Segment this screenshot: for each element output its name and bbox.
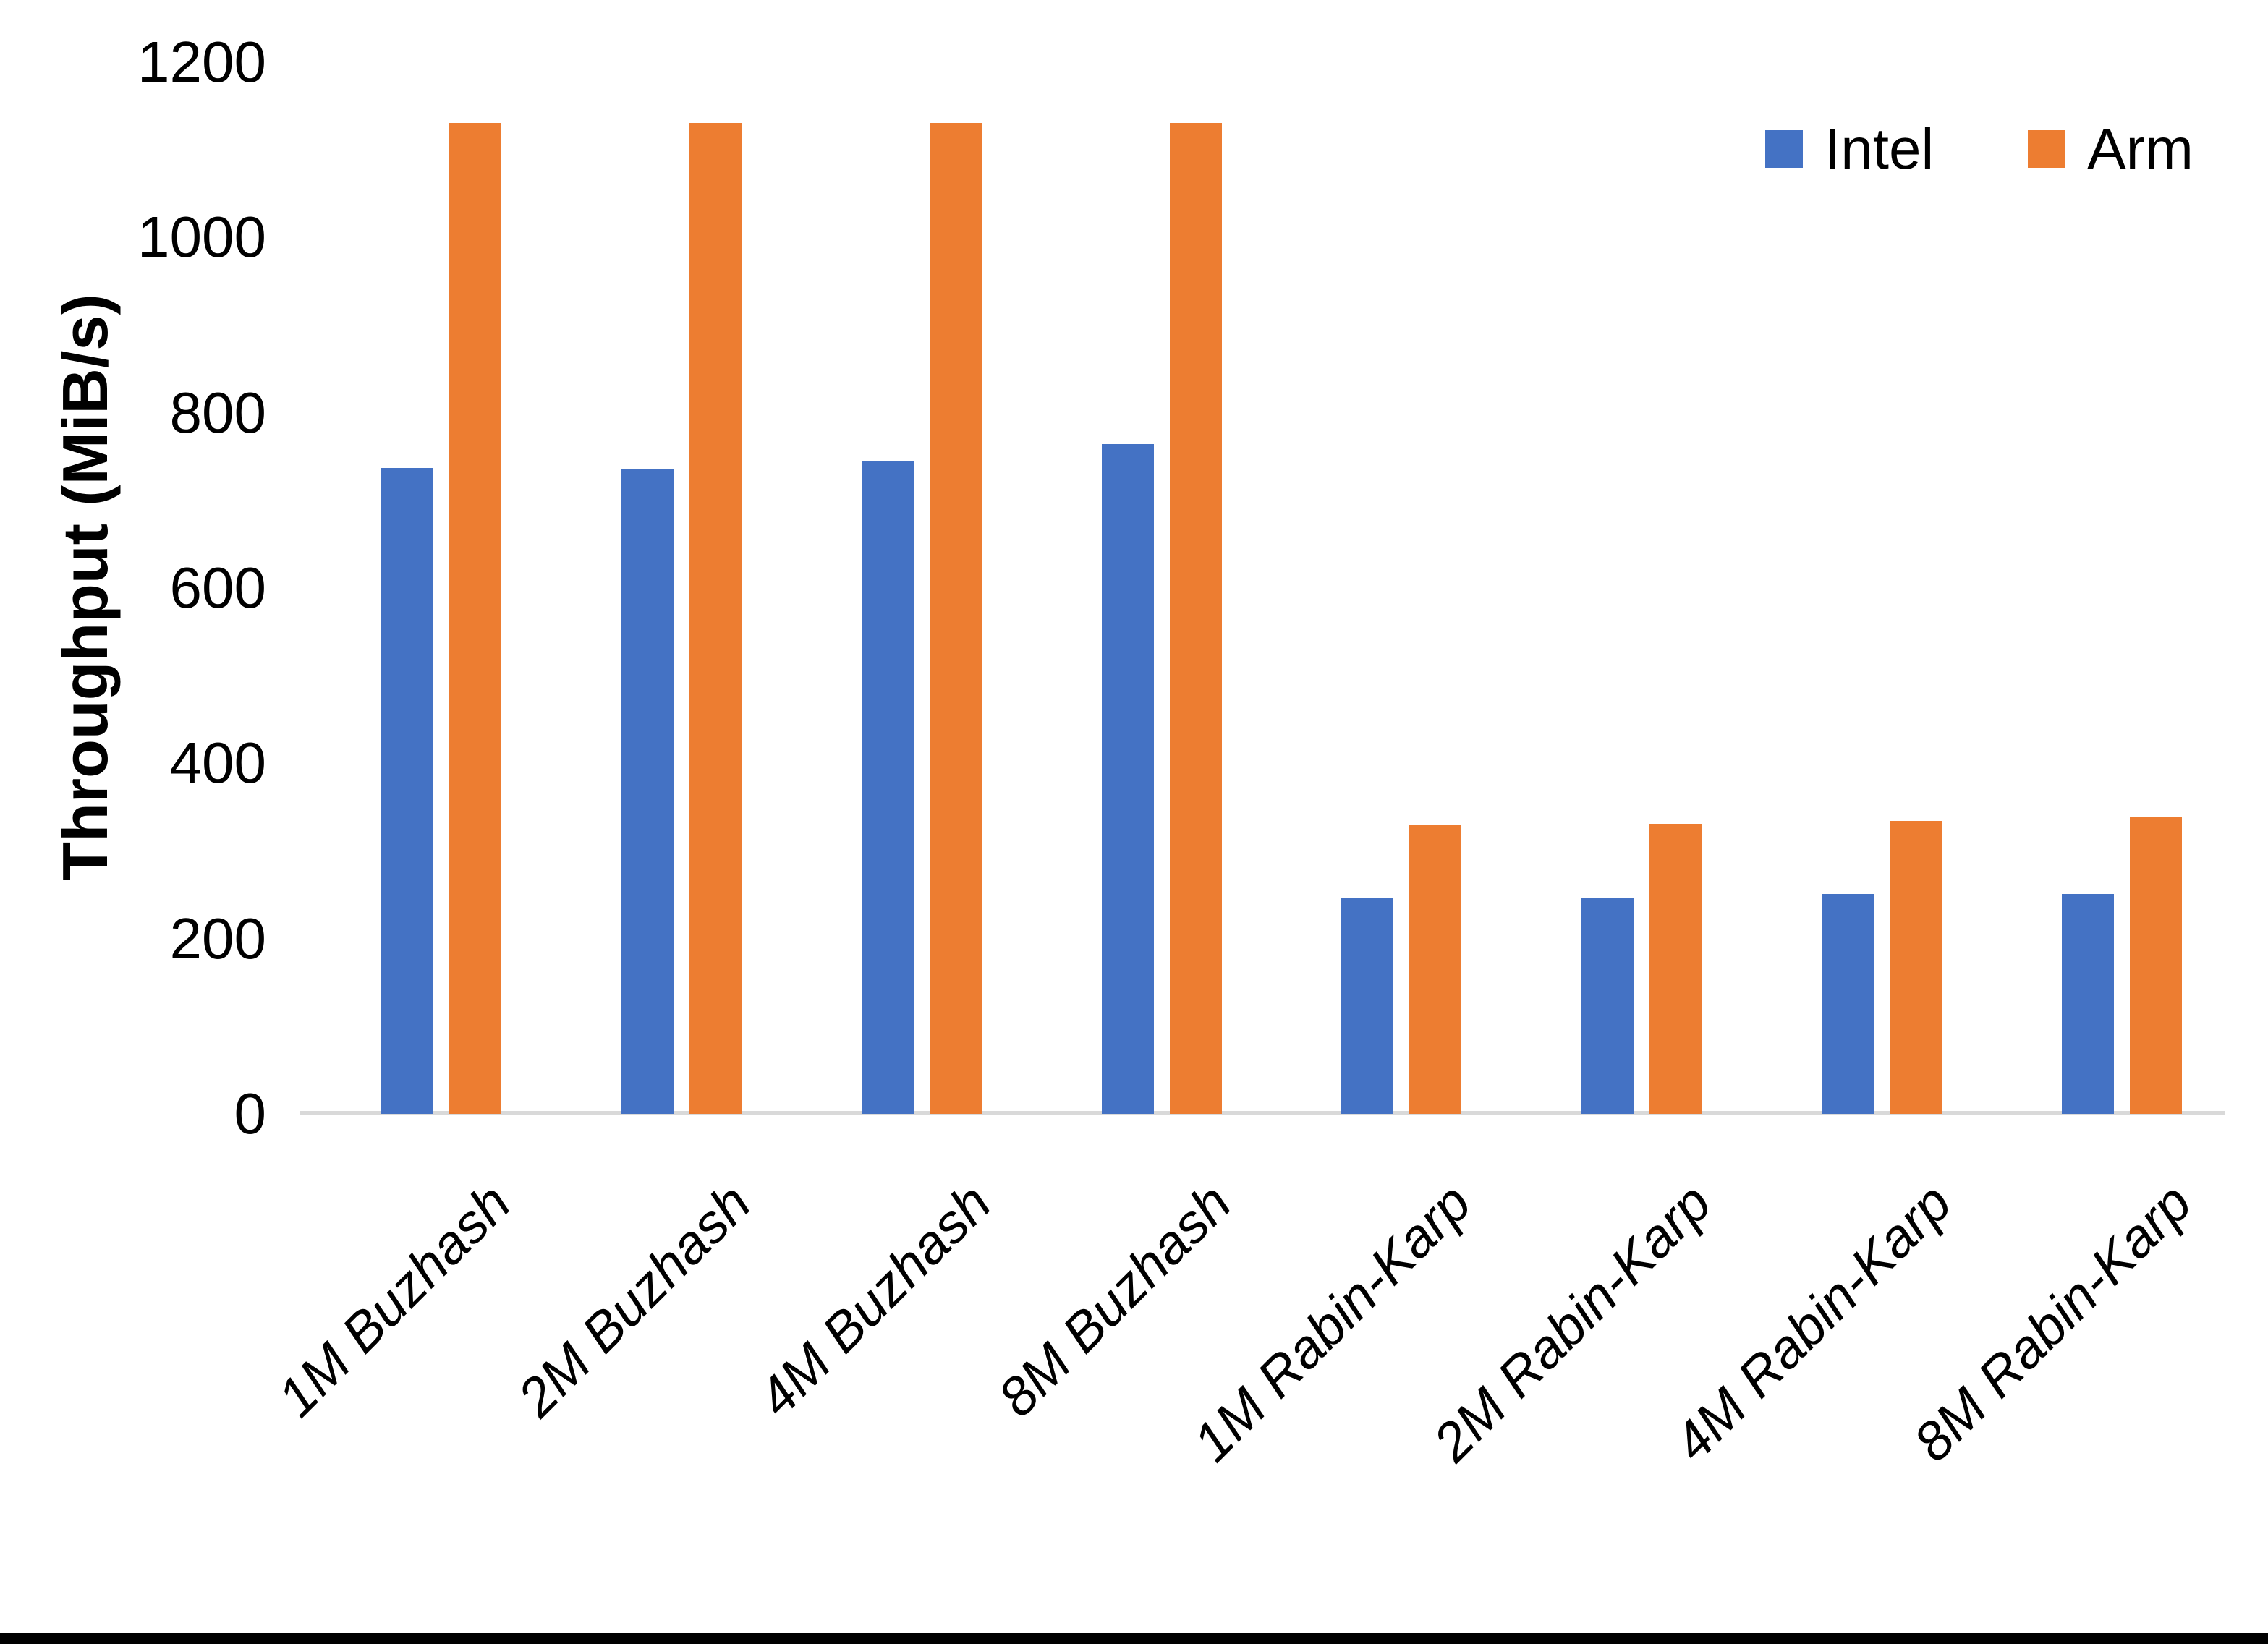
y-tick-label-400: 400 (169, 731, 266, 796)
legend-label-arm: Arm (2087, 116, 2193, 181)
y-tick-label-1000: 1000 (137, 205, 266, 270)
bar-arm-4m-buzhash (929, 122, 982, 1114)
y-tick-label-200: 200 (169, 906, 266, 971)
bar-arm-2m-buzhash (689, 122, 742, 1114)
x-axis-label-2m-buzhash: 2M Buzhash (506, 1172, 763, 1428)
bar-arm-1m-buzhash (449, 122, 501, 1114)
x-axis-label-8m-buzhash: 8M Buzhash (985, 1172, 1243, 1428)
y-tick-label-600: 600 (169, 555, 266, 620)
legend-swatch-arm (2028, 130, 2066, 168)
bar-arm-2m-rabin-karp (1649, 823, 1702, 1114)
bottom-border (0, 1633, 2268, 1644)
bar-intel-1m-rabin-karp (1341, 897, 1394, 1114)
legend-label-intel: Intel (1825, 116, 1934, 181)
bar-intel-2m-buzhash (621, 469, 674, 1114)
bar-intel-8m-buzhash (1101, 444, 1154, 1114)
x-axis-label-1m-buzhash: 1M Buzhash (266, 1172, 522, 1428)
x-axis-label-4m-buzhash: 4M Buzhash (746, 1172, 1003, 1428)
bar-intel-4m-buzhash (861, 461, 914, 1114)
y-tick-label-1200: 1200 (137, 30, 266, 94)
x-axis-line (300, 1111, 2225, 1115)
bar-arm-8m-buzhash (1169, 122, 1222, 1114)
y-tick-label-0: 0 (234, 1081, 267, 1146)
bar-intel-1m-buzhash (381, 468, 433, 1114)
legend-item-intel: Intel (1765, 114, 1934, 184)
bar-arm-4m-rabin-karp (1890, 821, 1942, 1114)
bar-intel-4m-rabin-karp (1822, 893, 1874, 1114)
bar-arm-1m-rabin-karp (1409, 825, 1462, 1114)
bar-intel-2m-rabin-karp (1581, 897, 1634, 1114)
legend-item-arm: Arm (2028, 114, 2193, 184)
legend: Intel Arm (1765, 114, 2193, 184)
bar-intel-8m-rabin-karp (2062, 893, 2115, 1114)
y-tick-label-800: 800 (169, 380, 266, 445)
legend-swatch-intel (1765, 130, 1803, 168)
bar-arm-8m-rabin-karp (2130, 817, 2183, 1114)
